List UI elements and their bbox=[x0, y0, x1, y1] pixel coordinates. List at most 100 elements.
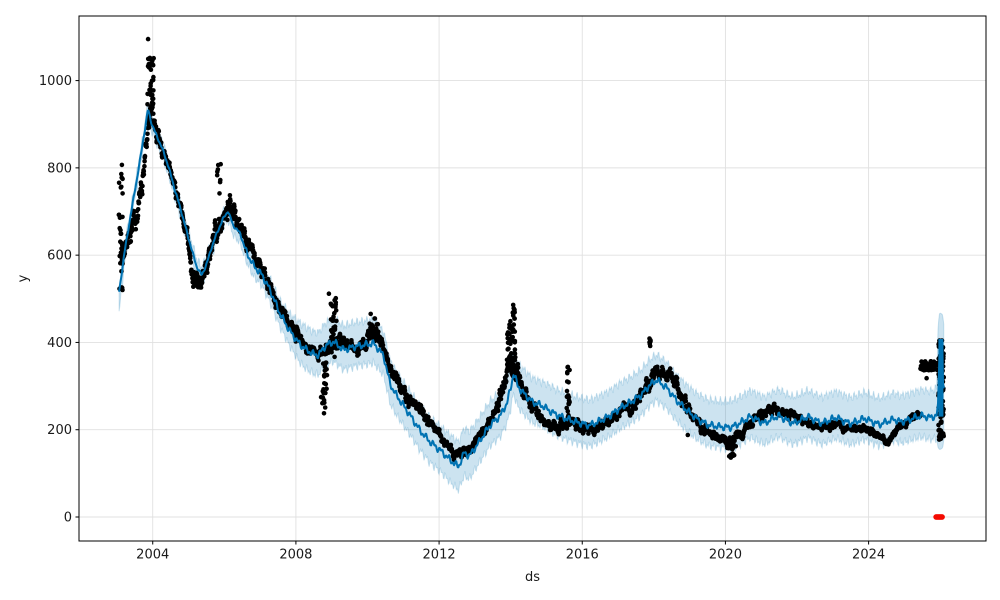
data-point bbox=[146, 65, 152, 70]
data-point bbox=[496, 403, 502, 409]
data-point bbox=[667, 366, 673, 371]
data-point bbox=[513, 354, 518, 360]
data-point bbox=[150, 58, 155, 63]
data-point bbox=[504, 373, 509, 379]
y-tick-label: 400 bbox=[47, 336, 72, 351]
data-point bbox=[490, 415, 496, 421]
data-point bbox=[329, 329, 335, 335]
data-point bbox=[614, 417, 620, 423]
data-point bbox=[142, 153, 148, 159]
data-point bbox=[763, 413, 769, 419]
data-point bbox=[727, 435, 733, 440]
data-point bbox=[505, 331, 510, 337]
data-point bbox=[495, 408, 501, 414]
data-point bbox=[150, 63, 156, 68]
data-point bbox=[118, 250, 124, 255]
data-point bbox=[320, 400, 325, 406]
data-point bbox=[148, 92, 153, 98]
data-point bbox=[509, 351, 514, 356]
data-point bbox=[617, 413, 622, 419]
data-point bbox=[202, 274, 207, 279]
data-point bbox=[133, 226, 139, 232]
x-tick-label: 2004 bbox=[136, 548, 169, 563]
data-point bbox=[729, 439, 734, 445]
data-point bbox=[565, 364, 571, 370]
data-point bbox=[283, 309, 288, 315]
data-point bbox=[320, 395, 326, 401]
data-point bbox=[227, 193, 233, 198]
x-axis-label: ds bbox=[525, 570, 540, 585]
data-point bbox=[510, 329, 515, 335]
data-point bbox=[120, 191, 125, 196]
data-point bbox=[923, 367, 928, 373]
data-point bbox=[510, 302, 516, 308]
data-point bbox=[316, 358, 321, 363]
data-point bbox=[118, 231, 124, 236]
x-tick-label: 2020 bbox=[709, 548, 742, 563]
data-point bbox=[402, 388, 408, 394]
data-point bbox=[637, 398, 643, 404]
y-tick-label: 1000 bbox=[39, 74, 72, 89]
data-point bbox=[188, 253, 193, 259]
data-point bbox=[922, 360, 927, 365]
data-point bbox=[139, 188, 145, 194]
data-point bbox=[323, 360, 329, 366]
data-point bbox=[512, 365, 517, 370]
data-point bbox=[505, 335, 511, 341]
data-point bbox=[142, 163, 147, 169]
data-point bbox=[510, 334, 515, 340]
data-point bbox=[156, 128, 162, 134]
data-point bbox=[145, 131, 150, 137]
data-point bbox=[505, 347, 511, 352]
data-point bbox=[364, 345, 369, 351]
data-point bbox=[505, 357, 511, 363]
data-point bbox=[564, 388, 570, 394]
data-point bbox=[933, 363, 938, 369]
data-point bbox=[334, 318, 339, 324]
data-point bbox=[665, 377, 670, 383]
data-point bbox=[136, 200, 142, 206]
future-zero-point bbox=[939, 514, 945, 520]
data-point bbox=[505, 340, 511, 346]
data-point bbox=[321, 387, 326, 392]
data-point bbox=[212, 218, 218, 223]
data-point bbox=[188, 260, 194, 265]
data-point bbox=[426, 414, 431, 420]
data-point bbox=[118, 239, 123, 244]
x-tick-label: 2024 bbox=[852, 548, 885, 563]
data-point bbox=[512, 310, 517, 315]
data-point bbox=[564, 379, 570, 384]
data-point bbox=[141, 172, 147, 177]
data-point bbox=[437, 427, 442, 432]
data-point bbox=[729, 446, 734, 452]
data-point bbox=[228, 198, 233, 204]
data-point bbox=[369, 322, 375, 328]
data-point bbox=[217, 191, 222, 196]
data-point bbox=[198, 285, 204, 290]
data-point bbox=[333, 308, 339, 313]
data-point bbox=[448, 442, 454, 448]
data-point bbox=[508, 318, 513, 324]
data-point bbox=[368, 311, 374, 317]
plot-area bbox=[116, 36, 946, 520]
data-point bbox=[128, 239, 134, 244]
data-point bbox=[536, 408, 541, 414]
data-point bbox=[145, 36, 151, 42]
data-point bbox=[233, 208, 238, 213]
data-point bbox=[326, 291, 332, 297]
data-point bbox=[376, 329, 381, 335]
data-point bbox=[219, 225, 225, 231]
data-point bbox=[402, 384, 407, 390]
y-tick-label: 0 bbox=[64, 510, 72, 525]
data-point bbox=[512, 350, 517, 356]
data-point bbox=[332, 354, 337, 360]
data-point bbox=[119, 171, 124, 177]
data-point bbox=[502, 383, 508, 389]
future-zero-marker bbox=[933, 514, 945, 520]
data-point bbox=[145, 56, 151, 62]
data-point bbox=[728, 455, 734, 460]
y-tick-label: 600 bbox=[47, 249, 72, 264]
